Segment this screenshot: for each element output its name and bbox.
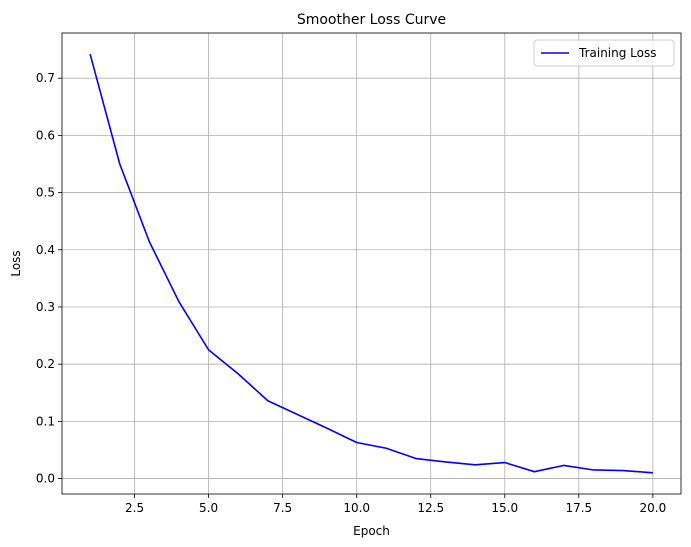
x-tick-label: 5.0 xyxy=(199,501,218,515)
x-tick-label: 2.5 xyxy=(125,501,144,515)
legend-label-training-loss: Training Loss xyxy=(578,46,656,60)
x-tick-label: 17.5 xyxy=(565,501,592,515)
y-tick-label: 0.7 xyxy=(36,71,55,85)
x-tick-label: 12.5 xyxy=(417,501,444,515)
x-tick-label: 20.0 xyxy=(640,501,667,515)
y-tick-label: 0.1 xyxy=(36,414,55,428)
series-layer xyxy=(89,53,653,474)
y-tick-label: 0.0 xyxy=(36,472,55,486)
y-tick-label: 0.5 xyxy=(36,186,55,200)
series-line-training-loss xyxy=(89,53,653,474)
x-axis-label: Epoch xyxy=(353,524,390,538)
tick-layer: 2.5 5.0 7.5 10.0 12.5 15.0 17.5 20.0 0.0 0.1 0.2 0.… xyxy=(36,71,666,515)
y-tick-label: 0.2 xyxy=(36,357,55,371)
legend-box xyxy=(533,39,675,67)
grid-layer xyxy=(62,33,681,494)
x-tick-label: 10.0 xyxy=(343,501,370,515)
legend: Training Loss xyxy=(533,39,675,67)
y-axis-label: Loss xyxy=(9,250,23,276)
y-tick-label: 0.6 xyxy=(36,128,55,142)
x-tick-label: 7.5 xyxy=(273,501,292,515)
plot-frame xyxy=(61,32,682,495)
x-tick-label: 15.0 xyxy=(491,501,518,515)
y-tick-label: 0.4 xyxy=(36,243,55,257)
y-tick-label: 0.3 xyxy=(36,300,55,314)
chart-title: Smoother Loss Curve xyxy=(297,12,446,28)
